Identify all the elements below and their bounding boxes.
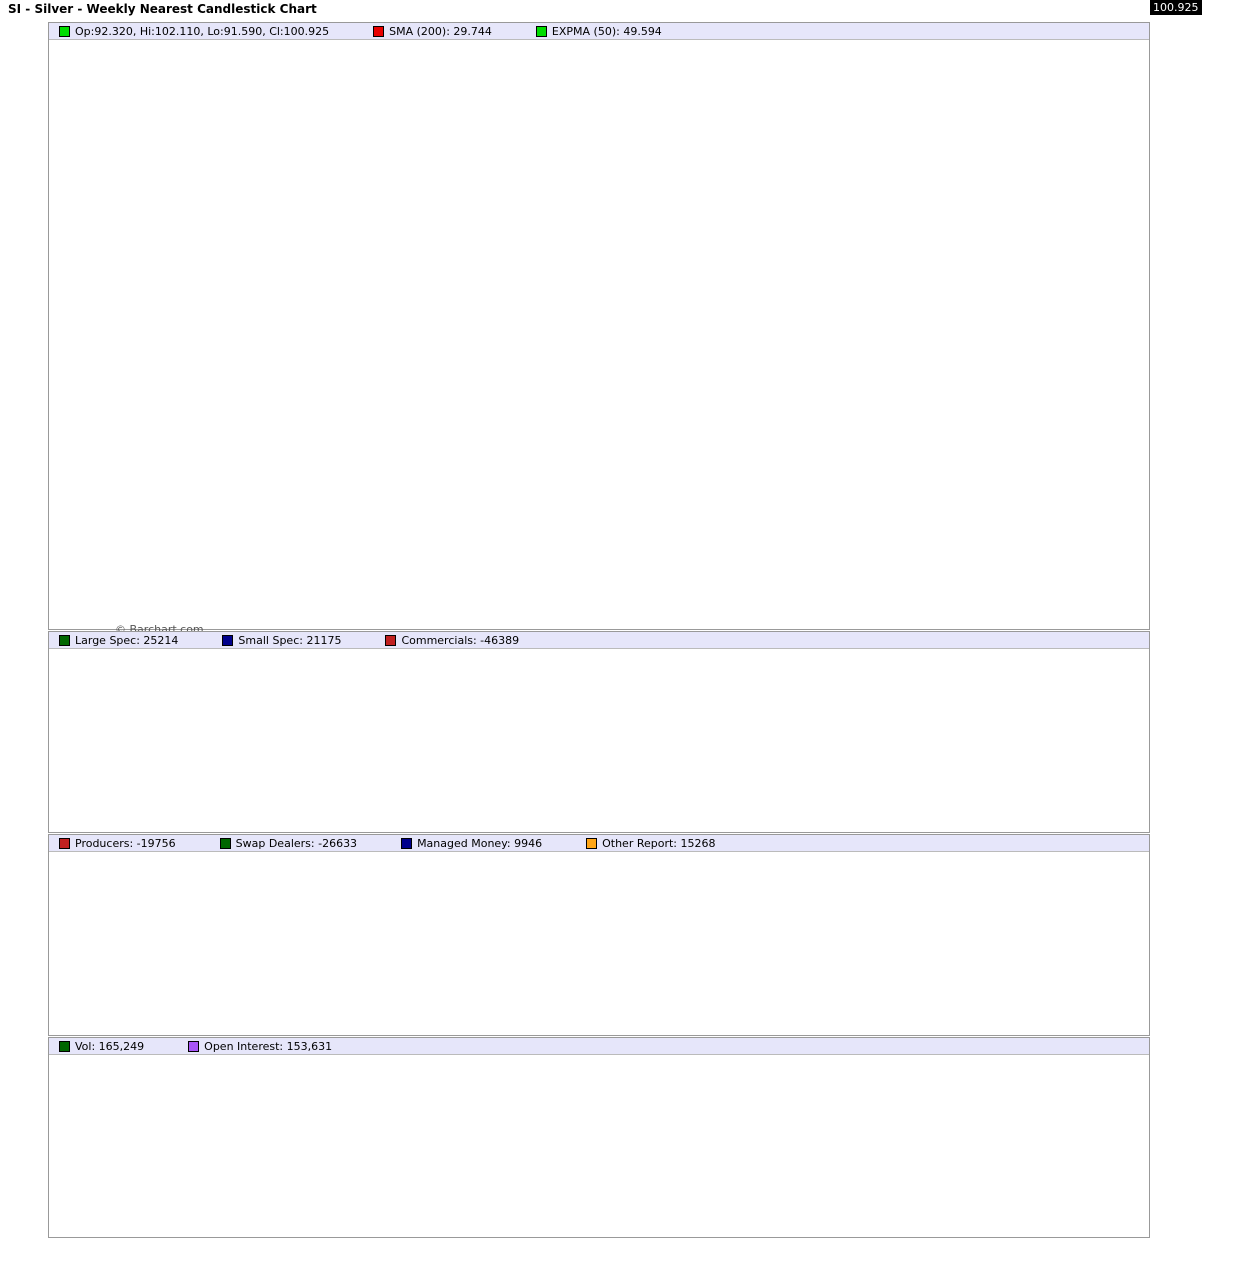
price-legend-swatch bbox=[59, 25, 70, 37]
price-legend-item: EXPMA (50): 49.594 bbox=[535, 24, 662, 38]
cot-disagg-legend-label: Swap Dealers: -26633 bbox=[235, 836, 358, 850]
volume-legend-swatch bbox=[59, 1040, 70, 1052]
volume-legend-item: Open Interest: 153,631 bbox=[188, 1040, 332, 1053]
price-legend-swatch bbox=[373, 25, 385, 37]
cot-disagg-legend: Producers: -19756 Swap Dealers: -26633 Man… bbox=[49, 835, 1149, 852]
price-plot bbox=[49, 40, 1147, 628]
cot-spec-legend-swatch bbox=[59, 634, 70, 646]
cot-spec-legend-swatch bbox=[222, 634, 234, 646]
price-legend-item: Op:92.320, Hi:102.110, Lo:91.590, Cl:100… bbox=[59, 25, 329, 38]
cot-spec-panel: Large Spec: 25214 Small Spec: 21175 Commer… bbox=[48, 631, 1150, 833]
cot-disagg-legend-label: Managed Money: 9946 bbox=[417, 836, 543, 850]
volume-legend-label: Open Interest: 153,631 bbox=[204, 1039, 333, 1053]
cot-spec-legend: Large Spec: 25214 Small Spec: 21175 Commer… bbox=[49, 632, 1149, 649]
cot-disagg-legend-item: Other Report: 15268 bbox=[586, 836, 716, 850]
cot-spec-plot bbox=[49, 649, 1147, 831]
price-legend-swatch bbox=[535, 25, 547, 37]
cot-disagg-legend-label: Producers: -19756 bbox=[75, 836, 176, 850]
page-title: SI - Silver - Weekly Nearest Candlestick… bbox=[8, 2, 317, 16]
cot-disagg-legend-swatch bbox=[401, 837, 413, 849]
current-price-tag: 100.925 bbox=[1150, 0, 1202, 15]
volume-legend-item: Vol: 165,249 bbox=[59, 1040, 144, 1053]
price-panel: Op:92.320, Hi:102.110, Lo:91.590, Cl:100… bbox=[48, 22, 1150, 636]
price-legend: Op:92.320, Hi:102.110, Lo:91.590, Cl:100… bbox=[49, 23, 1149, 40]
cot-spec-legend-item: Commercials: -46389 bbox=[385, 634, 519, 647]
price-legend-label: Op:92.320, Hi:102.110, Lo:91.590, Cl:100… bbox=[75, 24, 330, 38]
volume-legend: Vol: 165,249 Open Interest: 153,631 bbox=[49, 1038, 1149, 1055]
cot-disagg-plot bbox=[49, 852, 1147, 1034]
volume-legend-swatch bbox=[188, 1040, 200, 1052]
price-legend-item: SMA (200): 29.744 bbox=[373, 25, 492, 38]
cot-disagg-legend-item: Managed Money: 9946 bbox=[401, 837, 542, 850]
cot-spec-legend-label: Small Spec: 21175 bbox=[238, 633, 342, 647]
volume-plot bbox=[49, 1055, 1147, 1236]
volume-legend-label: Vol: 165,249 bbox=[75, 1039, 145, 1053]
cot-spec-legend-label: Commercials: -46389 bbox=[401, 633, 520, 647]
price-legend-label: EXPMA (50): 49.594 bbox=[551, 24, 662, 38]
cot-spec-legend-item: Large Spec: 25214 bbox=[59, 634, 178, 647]
cot-disagg-legend-swatch bbox=[59, 837, 70, 849]
cot-disagg-legend-item: Producers: -19756 bbox=[59, 837, 176, 850]
volume-panel: Vol: 165,249 Open Interest: 153,631 bbox=[48, 1037, 1150, 1238]
cot-spec-legend-item: Small Spec: 21175 bbox=[222, 634, 341, 647]
cot-spec-legend-label: Large Spec: 25214 bbox=[75, 633, 179, 647]
price-legend-label: SMA (200): 29.744 bbox=[389, 24, 492, 38]
cot-spec-legend-swatch bbox=[385, 634, 397, 646]
cot-disagg-legend-swatch bbox=[219, 837, 231, 849]
cot-disagg-panel: Producers: -19756 Swap Dealers: -26633 Man… bbox=[48, 834, 1150, 1036]
cot-disagg-legend-item: Swap Dealers: -26633 bbox=[219, 836, 358, 850]
cot-disagg-legend-label: Other Report: 15268 bbox=[602, 836, 716, 850]
cot-disagg-legend-swatch bbox=[586, 837, 598, 849]
